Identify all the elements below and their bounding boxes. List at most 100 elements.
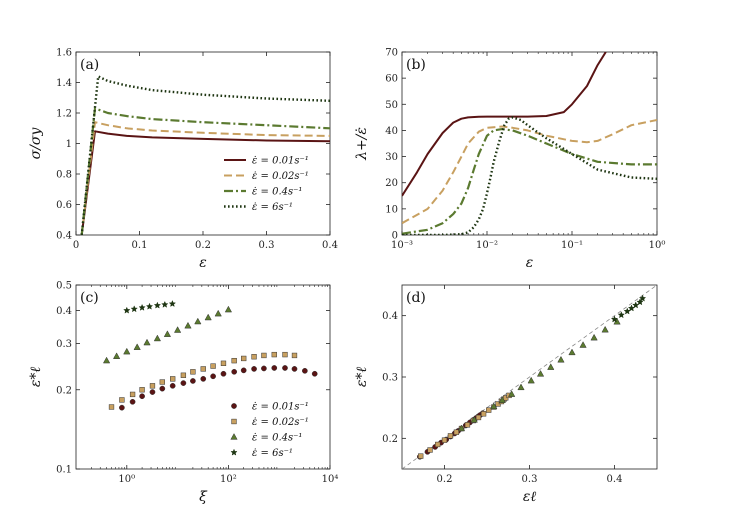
- data-point: [435, 441, 441, 448]
- panel-label: (c): [80, 290, 99, 306]
- data-point: [139, 393, 145, 400]
- series-line-3: [80, 107, 330, 235]
- data-point: [527, 376, 535, 384]
- data-point: [145, 302, 154, 310]
- data-point: [311, 370, 318, 377]
- data-point: [220, 360, 227, 366]
- panel-3: 10⁰ 10² 10⁴ 0.1 0.2 0.3 0.4 0.5 ξ ε*ℓ (c) ε̇ = 0.01…: [28, 281, 338, 506]
- y-tick-label: 0.5: [56, 281, 72, 292]
- data-point: [220, 370, 227, 377]
- data-point: [168, 299, 177, 307]
- panel-label: (d): [406, 290, 426, 306]
- data-point: [486, 407, 492, 413]
- data-point: [568, 348, 576, 356]
- data-point: [214, 309, 222, 317]
- data-point: [480, 411, 487, 417]
- data-point: [161, 300, 169, 308]
- data-point: [200, 366, 206, 372]
- series-line-1: [402, 52, 607, 197]
- x-axis-label: ξ: [199, 489, 208, 505]
- data-point: [102, 356, 111, 364]
- data-point: [139, 387, 145, 393]
- data-point: [190, 369, 196, 375]
- y-tick-label: 0.4: [56, 231, 72, 242]
- legend-label: ε̇ = 0.4s⁻¹: [252, 187, 302, 198]
- y-tick-label: 20: [385, 178, 398, 189]
- y-axis-label: λ+/ε̇: [354, 127, 370, 161]
- series-group: [402, 285, 657, 469]
- data-point: [210, 373, 216, 380]
- data-point: [464, 422, 471, 428]
- data-point: [184, 321, 192, 329]
- data-point: [153, 334, 162, 342]
- series-group: [102, 299, 318, 411]
- data-point: [169, 382, 176, 389]
- data-point: [119, 404, 125, 411]
- data-point: [457, 424, 466, 432]
- data-point: [231, 357, 237, 364]
- series-line-4: [402, 116, 657, 235]
- x-tick-label: 0.4: [607, 474, 623, 485]
- data-point: [231, 418, 237, 425]
- y-tick-label: 40: [385, 126, 398, 137]
- legend-label: ε̇ = 0.02s⁻¹: [252, 417, 309, 428]
- data-point: [149, 383, 156, 389]
- panel-2: 10⁻³ 10⁻² 10⁻¹ 10⁰ 0 10 20 30 40 50 60 70 ε λ+/ε̇ (b): [354, 48, 665, 272]
- data-point: [173, 326, 182, 333]
- data-point: [517, 383, 525, 391]
- y-tick-label: 0.3: [382, 373, 398, 384]
- x-tick-label: 10²: [220, 474, 237, 485]
- data-point: [617, 311, 625, 319]
- data-point: [261, 352, 267, 359]
- y-tick-label: 60: [385, 74, 398, 85]
- data-point: [230, 448, 238, 456]
- legend-label: ε̇ = 0.02s⁻¹: [252, 171, 309, 182]
- data-point: [498, 396, 506, 403]
- y-tick-label: 70: [385, 48, 398, 59]
- data-point: [547, 363, 555, 370]
- legend-label: ε̇ = 6s⁻¹: [252, 448, 293, 459]
- legend-label: ε̇ = 0.4s⁻¹: [252, 433, 302, 444]
- data-point: [240, 367, 247, 374]
- y-tick-label: 1.6: [56, 48, 72, 59]
- y-tick-label: 1.4: [56, 78, 72, 89]
- data-point: [271, 351, 277, 358]
- data-point: [210, 363, 216, 369]
- data-point: [291, 366, 298, 372]
- legend-label: ε̇ = 0.01s⁻¹: [252, 156, 309, 167]
- y-axis-label: ε*ℓ: [354, 367, 370, 388]
- y-tick-label: 0.4: [382, 311, 398, 322]
- data-point: [601, 325, 609, 333]
- x-tick-label: 10⁰: [118, 474, 135, 485]
- data-point: [153, 301, 162, 309]
- series-line-4: [80, 75, 330, 235]
- y-axis-label: ε*ℓ: [28, 367, 44, 388]
- panel-4: 0.2 0.3 0.4 0.2 0.3 0.4 εℓ ε*ℓ (d): [354, 284, 658, 505]
- data-point: [291, 352, 298, 359]
- data-point: [123, 306, 131, 314]
- data-point: [143, 338, 151, 346]
- x-tick-label: 0.3: [259, 240, 275, 251]
- x-tick-label: 10⁴: [322, 474, 339, 485]
- series-group: [402, 52, 657, 235]
- legend-label: ε̇ = 0.01s⁻¹: [252, 402, 309, 413]
- data-point: [282, 351, 288, 358]
- y-tick-label: 0: [392, 231, 398, 242]
- x-tick-label: 0.4: [322, 240, 338, 251]
- data-point: [251, 366, 257, 372]
- data-point: [129, 398, 136, 405]
- x-axis-label: ε: [199, 255, 207, 271]
- data-point: [190, 378, 196, 384]
- data-point: [508, 390, 516, 397]
- data-point: [261, 365, 267, 372]
- x-tick-label: 0.3: [522, 474, 538, 485]
- data-point: [251, 354, 257, 360]
- data-point: [204, 313, 212, 321]
- x-tick-label: 10⁻²: [476, 240, 498, 251]
- x-tick-label: 10⁰: [649, 240, 666, 251]
- plot-frame: [75, 284, 331, 470]
- y-tick-label: 0.8: [56, 170, 72, 181]
- x-tick-label: 0.2: [437, 474, 453, 485]
- data-point: [418, 453, 424, 459]
